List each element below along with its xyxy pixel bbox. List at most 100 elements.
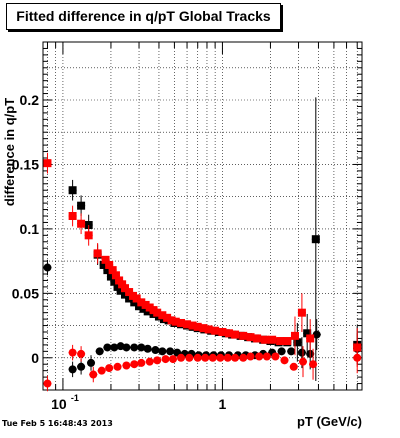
circle-marker	[122, 361, 131, 370]
circle-marker	[158, 347, 167, 356]
circle-marker	[193, 353, 202, 362]
circle-marker	[177, 353, 186, 362]
x-tick-label-exponent: -1	[71, 393, 79, 403]
square-marker	[68, 212, 77, 220]
chart-title: Fitted difference in q/pT Global Tracks	[16, 8, 271, 24]
y-tick-label: 0.1	[20, 221, 40, 237]
square-marker	[103, 266, 112, 275]
square-marker	[283, 337, 292, 346]
circle-marker	[97, 366, 106, 375]
circle-marker	[297, 348, 306, 357]
circle-marker	[89, 370, 98, 379]
circle-marker	[280, 356, 289, 365]
square-marker	[199, 324, 208, 333]
circle-marker	[122, 343, 131, 352]
square-marker	[153, 308, 162, 317]
circle-marker	[151, 346, 160, 355]
circle-marker	[246, 352, 255, 361]
square-marker	[108, 266, 117, 275]
x-axis-label: pT (GeV/c)	[297, 414, 362, 429]
square-marker	[141, 300, 150, 309]
circle-marker	[185, 353, 194, 362]
square-marker	[276, 337, 285, 346]
circle-marker	[161, 355, 170, 364]
square-marker	[231, 330, 240, 339]
circle-marker	[216, 353, 225, 362]
square-marker	[253, 334, 262, 343]
circle-marker	[255, 352, 264, 361]
square-marker	[43, 159, 52, 168]
square-marker	[188, 321, 197, 330]
circle-marker	[143, 344, 152, 353]
timestamp-label: Tue Feb 5 16:48:43 2013	[2, 419, 113, 428]
square-marker	[167, 316, 176, 325]
circle-marker	[312, 330, 321, 339]
square-marker	[99, 260, 108, 269]
square-marker	[171, 317, 180, 326]
y-tick-label: 0.15	[12, 156, 39, 172]
square-marker	[290, 331, 299, 340]
square-marker	[204, 325, 213, 334]
circle-marker	[43, 379, 52, 388]
circle-marker	[95, 347, 104, 356]
circle-marker	[105, 364, 114, 373]
circle-marker	[231, 353, 240, 362]
y-tick-label: 0	[31, 350, 39, 366]
circle-marker	[68, 365, 77, 374]
circle-marker	[137, 343, 146, 352]
y-tick-label: 0.05	[12, 285, 39, 301]
square-marker	[193, 322, 202, 331]
square-marker	[120, 284, 129, 293]
square-marker	[116, 286, 125, 295]
circle-marker	[287, 347, 296, 356]
square-marker	[218, 328, 227, 336]
circle-marker	[130, 343, 139, 352]
square-marker	[225, 329, 234, 338]
square-marker	[297, 308, 306, 317]
circle-marker	[77, 349, 86, 358]
square-marker	[110, 277, 119, 286]
title-box: Fitted difference in q/pT Global Tracks	[6, 3, 281, 30]
circle-marker	[130, 360, 139, 369]
square-marker	[246, 333, 255, 342]
circle-marker	[208, 353, 217, 362]
square-marker	[311, 235, 320, 244]
x-tick-label: 10	[51, 396, 67, 412]
circle-marker	[145, 357, 154, 366]
square-marker	[106, 272, 115, 281]
circle-marker	[113, 362, 122, 371]
circle-marker	[271, 352, 280, 361]
circle-marker	[239, 353, 248, 362]
circle-marker	[166, 347, 175, 356]
circle-marker	[153, 356, 162, 365]
square-marker	[158, 311, 167, 320]
circle-marker	[169, 355, 178, 364]
circle-marker	[289, 362, 298, 371]
circle-marker	[77, 362, 86, 371]
circle-marker	[277, 347, 286, 356]
y-axis-label: difference in q/pT	[2, 98, 17, 206]
square-marker	[77, 201, 86, 210]
square-marker	[177, 318, 186, 327]
square-marker	[261, 335, 270, 344]
circle-marker	[68, 348, 77, 357]
circle-marker	[43, 263, 52, 272]
square-marker	[163, 313, 172, 322]
circle-marker	[87, 358, 96, 367]
square-marker	[306, 334, 315, 343]
square-marker	[268, 335, 277, 344]
circle-marker	[298, 357, 307, 366]
data-markers	[43, 97, 362, 392]
square-marker	[303, 329, 312, 338]
circle-marker	[137, 358, 146, 367]
circle-marker	[262, 352, 271, 361]
square-marker	[183, 320, 192, 329]
square-marker	[101, 255, 110, 264]
square-marker	[120, 290, 129, 299]
square-marker	[211, 326, 220, 335]
circle-marker	[110, 343, 119, 352]
circle-marker	[309, 360, 318, 369]
circle-marker	[201, 353, 210, 362]
